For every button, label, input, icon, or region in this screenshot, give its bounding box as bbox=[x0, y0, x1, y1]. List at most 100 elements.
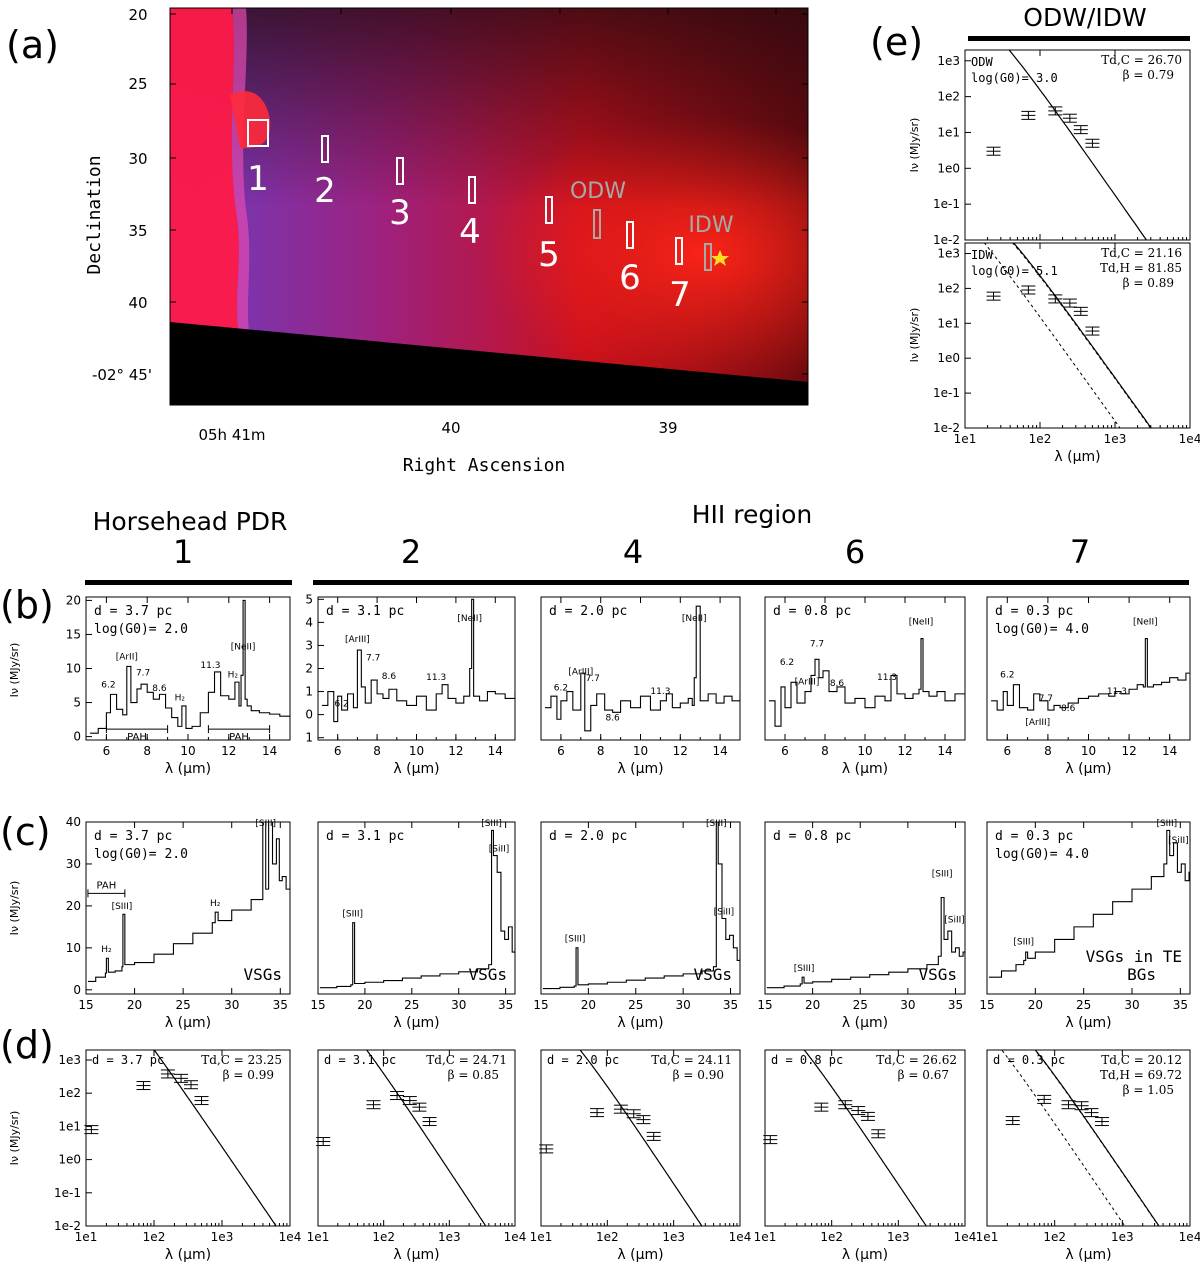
panel-letter-e: (e) bbox=[870, 20, 923, 64]
y-tick-label: 1e-1 bbox=[933, 197, 960, 211]
panel-letter-c: (c) bbox=[0, 810, 51, 854]
logG0-label: log(G0)= 2.0 bbox=[94, 847, 188, 862]
sed-panel-d-1: 1e1 1e2 1e3 1e4 1e3 1e2 1e1 1e0 1e-1 1e-2 d = 3.7 … bbox=[54, 1049, 301, 1263]
odw-label: ODW bbox=[570, 179, 626, 204]
x-tick-label: 1e4 bbox=[954, 1230, 977, 1244]
region-label-6: 6 bbox=[619, 258, 641, 298]
ra-tick: 05h 41m bbox=[198, 426, 265, 444]
x-tick-label: 35 bbox=[1173, 998, 1188, 1012]
spectrum-line bbox=[769, 637, 965, 727]
x-tick-label: 1e3 bbox=[662, 1230, 685, 1244]
line-annotation: 8.6 bbox=[152, 684, 167, 694]
logG0-label: log(G0)= 2.0 bbox=[94, 622, 188, 637]
x-tick-label: 1e1 bbox=[754, 1230, 777, 1244]
y-tick-label: 1e-1 bbox=[933, 386, 960, 400]
x-tick-label: 20 bbox=[805, 998, 820, 1012]
distance-label: d = 3.7 pc bbox=[94, 604, 172, 619]
x-axis-label: λ (μm) bbox=[393, 761, 439, 777]
hii-title: HII region bbox=[692, 500, 813, 529]
plot-frame bbox=[986, 596, 1191, 741]
line-annotation: 11.3 bbox=[200, 661, 220, 671]
ra-tick: 39 bbox=[658, 419, 677, 437]
x-tick-label: 1e3 bbox=[1104, 432, 1127, 446]
spectrum-line bbox=[90, 599, 290, 734]
x-tick-label: 1e2 bbox=[1029, 432, 1052, 446]
spectrum-line bbox=[544, 605, 740, 732]
y-tick-label: 0 bbox=[73, 730, 81, 744]
spectrum-panel-c-2: 15 20 25 30 35 d = 3.1 pc [SIII] [SIII] [SiII] VS… bbox=[310, 819, 516, 1031]
line-annotation: [NeII] bbox=[909, 618, 934, 628]
dec-tick: 40 bbox=[128, 294, 147, 312]
y-axis-label-e-odw: Iν (MJy/sr) bbox=[908, 118, 921, 173]
x-tick-label: 10 bbox=[633, 744, 648, 758]
distance-label: d = 0.8 pc bbox=[771, 1053, 843, 1067]
x-tick-label: 25 bbox=[1076, 998, 1091, 1012]
distance-label: d = 3.1 pc bbox=[326, 829, 404, 844]
x-tick-label: 12 bbox=[1121, 744, 1136, 758]
line-annotation: 8.6 bbox=[830, 679, 845, 689]
distance-label: d = 0.3 pc bbox=[995, 604, 1073, 619]
x-tick-label: 15 bbox=[533, 998, 548, 1012]
x-tick-label: 15 bbox=[979, 998, 994, 1012]
region-label-1: 1 bbox=[247, 159, 269, 199]
cold-fit-line bbox=[153, 1050, 277, 1226]
x-tick-label: 1e2 bbox=[596, 1230, 619, 1244]
x-axis-label: λ (μm) bbox=[1065, 761, 1111, 777]
x-tick-label: 8 bbox=[373, 744, 381, 758]
line-annotation: [ArIII] bbox=[568, 667, 593, 677]
line-annotation: 11.3 bbox=[877, 673, 897, 683]
x-tick-label: 8 bbox=[597, 744, 605, 758]
x-axis-label: λ (μm) bbox=[617, 1015, 663, 1031]
distance-label: d = 0.3 pc bbox=[993, 1053, 1065, 1067]
horsehead-pdr-ridge bbox=[170, 8, 240, 340]
x-tick-label: 10 bbox=[857, 744, 872, 758]
line-annotation: [SIII] bbox=[1013, 937, 1034, 947]
y-tick-label: 1e1 bbox=[937, 125, 960, 139]
x-axis-label: λ (μm) bbox=[1054, 449, 1100, 465]
line-annotation: [ArII] bbox=[116, 653, 138, 663]
x-tick-label: 25 bbox=[628, 998, 643, 1012]
y-tick-label: 4 bbox=[305, 615, 313, 629]
line-annotation: [SIII] bbox=[706, 819, 727, 829]
x-tick-label: 30 bbox=[451, 998, 466, 1012]
x-tick-label: 35 bbox=[723, 998, 738, 1012]
y-tick-label: 1 bbox=[305, 731, 313, 745]
y-axis-label-e-idw: Iν (MJy/sr) bbox=[908, 308, 921, 363]
x-tick-label: 1e1 bbox=[75, 1230, 98, 1244]
y-tick-label: 1e-2 bbox=[54, 1219, 81, 1233]
y-tick-label: 5 bbox=[305, 592, 313, 606]
x-axis-label: λ (μm) bbox=[165, 1015, 211, 1031]
cold-fit-line bbox=[1008, 50, 1148, 240]
line-annotation: [NeII] bbox=[231, 642, 256, 652]
beta-label: β = 0.79 bbox=[1123, 68, 1174, 82]
y-tick-label: 1e-1 bbox=[54, 1186, 81, 1200]
x-tick-label: 10 bbox=[409, 744, 424, 758]
vsg-note: VSGs bbox=[693, 965, 732, 984]
plot-frame bbox=[964, 49, 1191, 241]
distance-label: d = 3.1 pc bbox=[324, 1053, 396, 1067]
line-annotation: 7.7 bbox=[1039, 694, 1053, 704]
x-tick-label: 6 bbox=[1003, 744, 1011, 758]
sed-panel-d-6: 1e1 1e2 1e3 1e4 d = 0.8 pc Td,C = 26.62β = 0.… bbox=[754, 1049, 977, 1263]
spectrum-panel-c-1: 15 20 25 30 35 0 10 20 30 40 d = 3.7 pc log(G0)= 2.… bbox=[66, 815, 291, 1031]
y-tick-label: 1e1 bbox=[937, 316, 960, 330]
td-cold-label: Td,C = 26.70 bbox=[1101, 53, 1182, 67]
star-marker-icon bbox=[711, 250, 729, 266]
beta-label: β = 1.05 bbox=[1123, 1083, 1174, 1097]
pah-label: PAH bbox=[97, 880, 117, 891]
x-tick-label: 30 bbox=[676, 998, 691, 1012]
region-label-3: 3 bbox=[389, 193, 411, 233]
line-annotation: H₂ bbox=[210, 899, 221, 909]
spectrum-line bbox=[87, 822, 290, 982]
x-tick-label: 30 bbox=[224, 998, 239, 1012]
line-annotation: 6.2 bbox=[554, 683, 568, 693]
spectrum-line bbox=[319, 829, 515, 989]
line-annotation: 6.2 bbox=[334, 700, 348, 710]
region-label-2: 2 bbox=[314, 171, 336, 211]
vsg-note: VSGs bbox=[468, 965, 507, 984]
x-tick-label: 10 bbox=[180, 744, 195, 758]
plot-frame bbox=[317, 1049, 516, 1227]
y-tick-label: 1e3 bbox=[937, 247, 960, 261]
x-tick-label: 1e2 bbox=[1043, 1230, 1066, 1244]
